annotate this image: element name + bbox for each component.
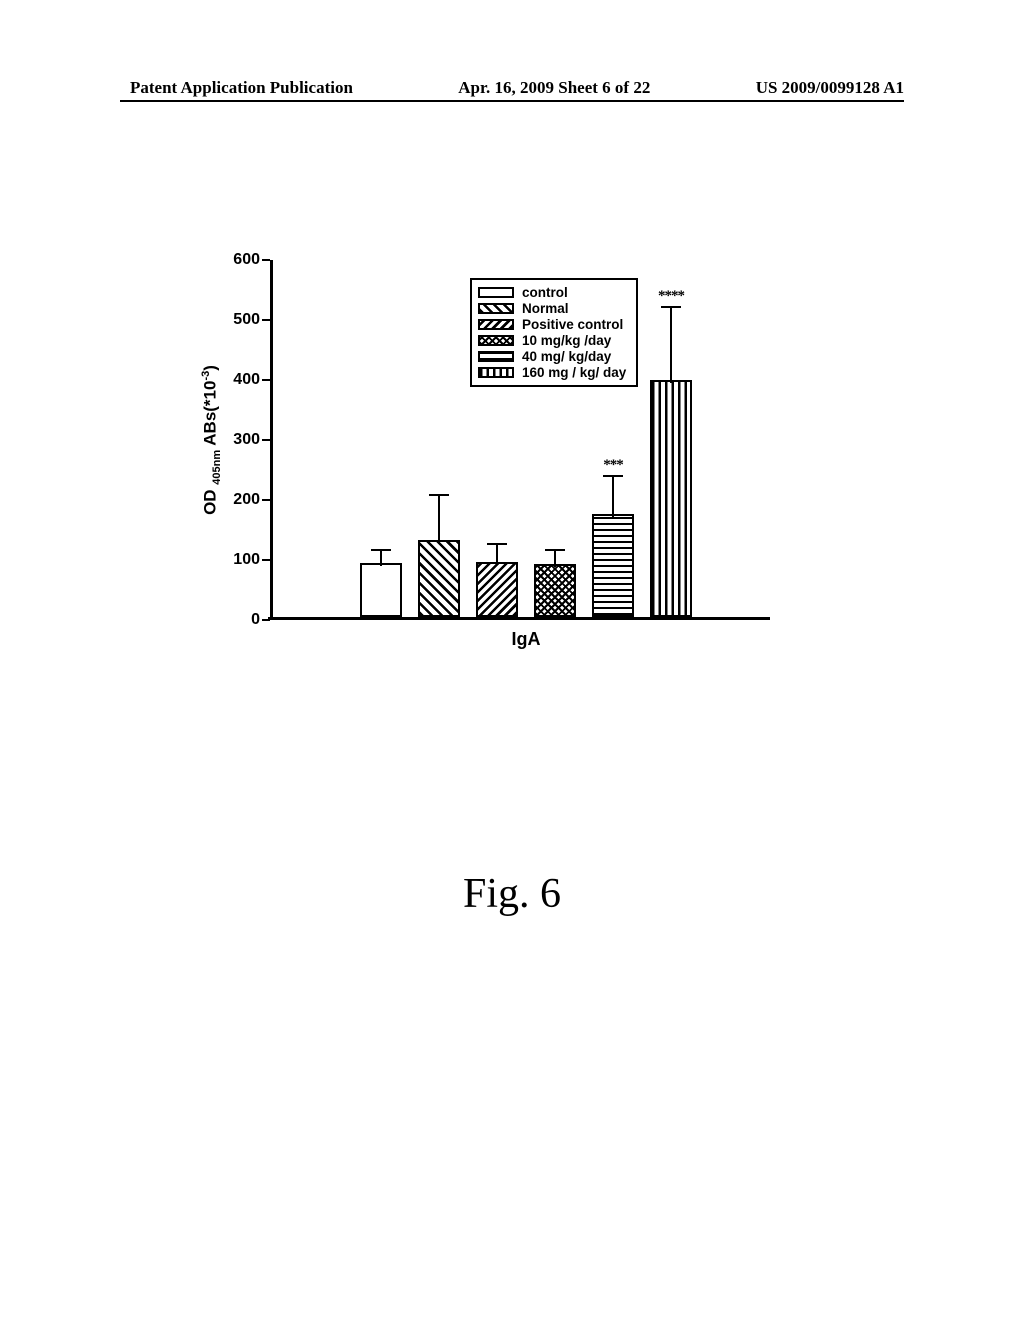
errorbar [496,543,498,565]
y-tick-label: 300 [215,431,260,449]
legend-label: control [522,285,568,300]
bar-chart: OD 405nm ABs(*10-3) 0100200300400500600 … [180,260,820,680]
x-category-label: IgA [512,629,541,650]
errorbar [554,549,556,567]
x-axis [268,617,770,620]
y-axis [270,260,273,620]
errorbar [612,475,614,517]
errorbar [380,549,382,566]
legend-swatch [478,351,514,362]
significance-marker: *** [603,457,623,474]
legend-label: 10 mg/kg /day [522,333,611,348]
legend-row: 160 mg / kg/ day [478,365,626,380]
legend-swatch [478,319,514,330]
legend-row: Positive control [478,317,626,332]
legend-label: Normal [522,301,569,316]
legend-swatch [478,335,514,346]
legend-row: Normal [478,301,626,316]
significance-marker: **** [658,288,684,305]
y-tick-label: 0 [215,611,260,629]
legend-swatch [478,287,514,298]
y-tick-label: 600 [215,251,260,269]
errorbar-cap [661,306,681,308]
legend-row: 10 mg/kg /day [478,333,626,348]
bar-4 [592,514,634,617]
y-tick [262,499,270,501]
errorbar-cap [545,549,565,551]
legend-row: 40 mg/ kg/day [478,349,626,364]
y-tick [262,319,270,321]
legend-row: control [478,285,626,300]
legend-label: Positive control [522,317,623,332]
y-tick-label: 100 [215,551,260,569]
y-tick-label: 500 [215,311,260,329]
y-tick [262,619,270,621]
header-center: Apr. 16, 2009 Sheet 6 of 22 [458,78,650,98]
legend-label: 160 mg / kg/ day [522,365,626,380]
legend-swatch [478,303,514,314]
y-tick [262,439,270,441]
legend-swatch [478,367,514,378]
bar-0 [360,563,402,617]
header-left: Patent Application Publication [130,78,353,98]
header-right: US 2009/0099128 A1 [756,78,904,98]
y-tick [262,259,270,261]
errorbar [670,306,672,383]
legend-label: 40 mg/ kg/day [522,349,611,364]
bar-1 [418,540,460,617]
errorbar-cap [429,494,449,496]
errorbar-cap [371,549,391,551]
legend: controlNormalPositive control10 mg/kg /d… [470,278,638,387]
bar-5 [650,380,692,617]
y-tick-label: 200 [215,491,260,509]
y-tick [262,559,270,561]
plot-area: 0100200300400500600 ******* controlNorma… [270,260,770,620]
y-tick [262,379,270,381]
errorbar [438,494,440,543]
errorbar-cap [487,543,507,545]
errorbar-cap [603,475,623,477]
bar-2 [476,562,518,617]
page-header: Patent Application Publication Apr. 16, … [0,78,1024,98]
y-tick-label: 400 [215,371,260,389]
bar-3 [534,564,576,617]
figure-caption: Fig. 6 [0,870,1024,918]
header-rule [120,100,904,102]
